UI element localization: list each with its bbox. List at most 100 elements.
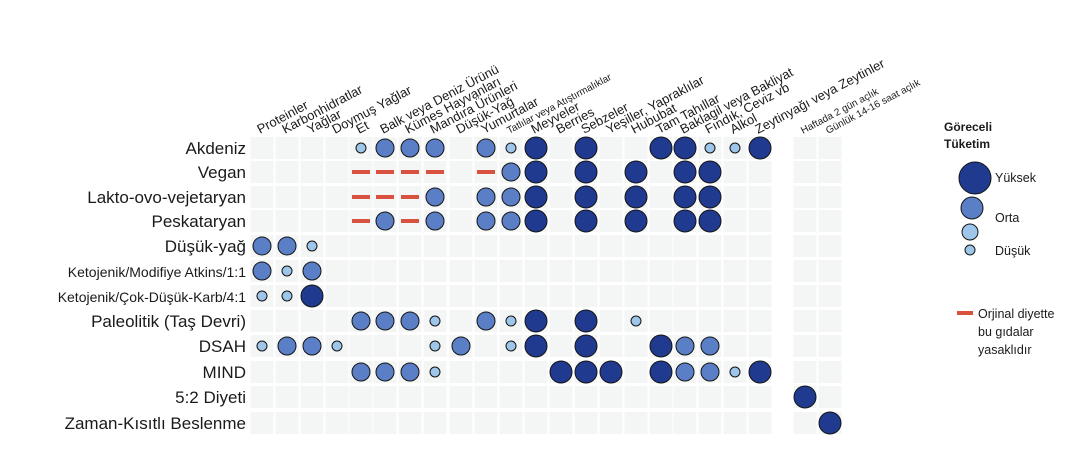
consumption-dot [252, 236, 272, 256]
grid-cell [549, 210, 573, 232]
grid-cell [300, 210, 324, 232]
consumption-dot [476, 187, 496, 207]
consumption-dot [505, 315, 517, 327]
consumption-dot [793, 385, 817, 409]
grid-cell [373, 260, 397, 282]
grid-cell [250, 137, 274, 159]
consumption-dot [476, 311, 496, 331]
grid-cell [698, 235, 722, 257]
grid-cell [748, 186, 772, 208]
grid-cell [624, 335, 648, 357]
consumption-dot [351, 362, 371, 382]
grid-cell [325, 310, 349, 332]
consumption-dot [574, 334, 598, 358]
forbidden-mark [376, 195, 394, 199]
grid-cell [673, 260, 697, 282]
grid-cell [599, 235, 623, 257]
grid-cell [723, 335, 747, 357]
consumption-dot [501, 162, 521, 182]
row-label-mind: MIND [203, 363, 246, 382]
grid-cell [300, 137, 324, 159]
grid-cell [549, 260, 573, 282]
consumption-dot [476, 211, 496, 231]
grid-cell [325, 161, 349, 183]
grid-cell [449, 310, 473, 332]
grid-cell [649, 412, 673, 434]
grid-cell [793, 260, 817, 282]
consumption-dot [649, 334, 673, 358]
consumption-dot [277, 336, 297, 356]
grid-cell [373, 386, 397, 408]
consumption-dot [501, 187, 521, 207]
grid-cell [499, 386, 523, 408]
grid-cell [499, 361, 523, 383]
row-labels: Akdeniz Vegan Lakto-ovo-vejetaryan Peskatar… [58, 139, 247, 433]
grid-cell [723, 235, 747, 257]
grid-cell [649, 310, 673, 332]
grid-cell [818, 186, 842, 208]
grid-cell [474, 335, 498, 357]
grid-cell [325, 412, 349, 434]
grid-cell [349, 260, 373, 282]
grid-cell [574, 386, 598, 408]
consumption-dot [624, 209, 648, 233]
grid-cell [599, 285, 623, 307]
grid-cell [748, 412, 772, 434]
forbidden-mark [401, 219, 419, 223]
grid-cell [449, 386, 473, 408]
grid-cell [673, 310, 697, 332]
grid-cell [793, 137, 817, 159]
grid-cell [349, 412, 373, 434]
consumption-dot [698, 185, 722, 209]
consumption-dot [505, 340, 517, 352]
legend-title-line2: Tüketim [944, 137, 990, 151]
grid-cell [300, 161, 324, 183]
forbidden-mark [426, 170, 444, 174]
consumption-dot [675, 336, 695, 356]
grid-cell [723, 161, 747, 183]
grid-cell [499, 235, 523, 257]
grid-cell [449, 210, 473, 232]
consumption-dot [375, 138, 395, 158]
grid-cell [698, 260, 722, 282]
legend-medium-marker [960, 196, 984, 220]
consumption-dot [476, 138, 496, 158]
grid-cell [723, 386, 747, 408]
consumption-dot [375, 211, 395, 231]
consumption-dot [574, 136, 598, 160]
grid-cell [275, 186, 299, 208]
consumption-dot [300, 284, 324, 308]
grid-cell [723, 285, 747, 307]
row-label-5-2-diyeti: 5:2 Diyeti [175, 388, 246, 407]
grid-cell [325, 137, 349, 159]
grid-cell [373, 235, 397, 257]
grid-cell [599, 335, 623, 357]
consumption-dot [698, 209, 722, 233]
grid-cell [325, 235, 349, 257]
consumption-dot [729, 366, 741, 378]
consumption-dot [700, 336, 720, 356]
consumption-dot [599, 360, 623, 384]
grid-cell [599, 412, 623, 434]
grid-cell [748, 335, 772, 357]
grid-cell [275, 310, 299, 332]
grid-cell [549, 186, 573, 208]
grid-cell [349, 386, 373, 408]
grid-cell [723, 260, 747, 282]
grid-cell [474, 361, 498, 383]
consumption-dot [351, 311, 371, 331]
consumption-dot [574, 185, 598, 209]
grid-cell [793, 186, 817, 208]
consumption-dot [524, 160, 548, 184]
grid-cell [793, 235, 817, 257]
grid-cell [250, 310, 274, 332]
grid-cell [325, 285, 349, 307]
grid-cell [549, 335, 573, 357]
grid-cell [474, 235, 498, 257]
consumption-dot [549, 360, 573, 384]
consumption-dot [425, 187, 445, 207]
grid-cell [275, 386, 299, 408]
grid-cell [549, 235, 573, 257]
grid-cell [698, 285, 722, 307]
grid-cell [250, 361, 274, 383]
